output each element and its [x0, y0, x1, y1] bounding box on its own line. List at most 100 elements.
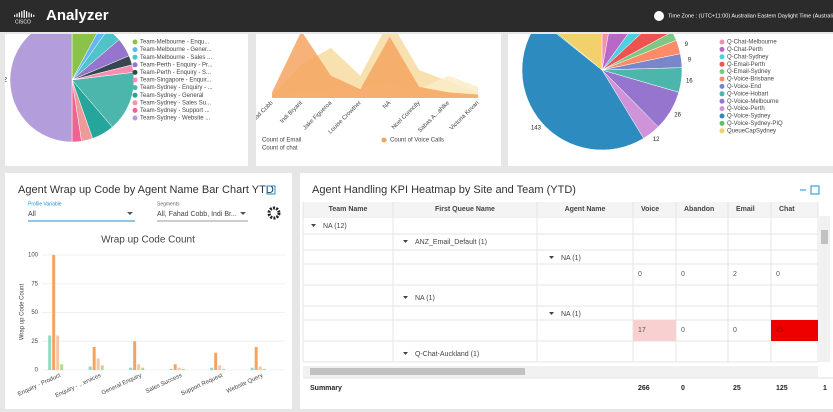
gear-icon[interactable]: [267, 206, 281, 220]
y-tick-label: 50: [31, 310, 38, 316]
y-tick-label: 75: [31, 281, 38, 287]
field-value[interactable]: All, Fahad Cobb, Indi Br...: [157, 211, 237, 218]
legend-item: Q-Voice-Melbourne: [727, 99, 779, 105]
legend-dot: [132, 92, 138, 98]
pie-slice: [601, 34, 629, 71]
bar: [56, 335, 60, 370]
expand-caret[interactable]: [549, 256, 554, 259]
cell-value: 17: [638, 327, 646, 334]
column-header: Abandon: [684, 206, 714, 213]
column-header: First Queue Name: [435, 206, 495, 213]
panel-title: Agent Wrap up Code by Agent Name Bar Cha…: [18, 184, 274, 196]
legend-dot: [719, 83, 725, 89]
legend-item: Q-Voice-Sydney: [727, 114, 770, 120]
heat-cell: [633, 320, 676, 341]
column-header: Email: [736, 206, 755, 213]
expand-caret[interactable]: [403, 240, 408, 243]
legend-item: Team-Sydney - General: [140, 93, 203, 99]
v-scrollbar: [819, 216, 830, 362]
cell-value: 0: [733, 327, 737, 334]
bar: [100, 365, 104, 370]
chart-title: Wrap up Code Count: [101, 235, 195, 246]
pie-slice: [558, 34, 603, 71]
group-label: NA (1): [561, 255, 581, 262]
legend-item: Team-Melbourne - Sales ...: [140, 55, 212, 61]
summary-value: Summary: [310, 385, 342, 392]
expand-caret[interactable]: [403, 296, 408, 299]
bar: [129, 367, 133, 370]
legend-item: Team-Perth - Enquiry - Pr...: [140, 62, 213, 68]
panel: [5, 173, 292, 409]
bar: [60, 364, 64, 370]
expand-caret[interactable]: [403, 352, 408, 355]
legend-dot: [132, 69, 138, 75]
bar: [96, 358, 100, 370]
slice-label: 143: [531, 126, 542, 132]
panel-content: 16102Team-Melbourne - Enqu...Team-Melbou…: [5, 34, 213, 143]
legend-item: Q-Voice-Hobart: [727, 91, 769, 97]
legend-item: Q-Voice-Brisbane: [727, 77, 775, 83]
time-zone: Time Zone : (UTC+11:00) Australian Easte…: [668, 13, 833, 19]
bar: [262, 368, 266, 370]
group-label: NA (1): [415, 295, 435, 302]
heat-cell: [771, 320, 818, 341]
legend-dot: [132, 62, 138, 68]
bar: [214, 352, 218, 370]
column-header: Chat: [779, 206, 795, 213]
summary-value: 125: [776, 385, 788, 392]
bar: [177, 367, 181, 370]
pie-slice: [9, 34, 73, 143]
bar: [88, 366, 92, 370]
expand-icon[interactable]: [266, 185, 276, 195]
cell-value: 2: [733, 271, 737, 278]
legend-dot: [381, 137, 387, 143]
bar: [258, 366, 262, 370]
legend-dot: [132, 54, 138, 60]
legend-dot: [719, 128, 725, 134]
bar: [181, 368, 185, 370]
legend-item: Count of Voice Calls: [390, 138, 444, 144]
v-thumb[interactable]: [821, 230, 828, 244]
legend-dot: [719, 113, 725, 119]
h-thumb[interactable]: [310, 368, 525, 375]
summary-value: 266: [638, 385, 650, 392]
logo-bar: [30, 13, 32, 18]
legend-dot: [719, 98, 725, 104]
bar: [48, 335, 52, 370]
field-value[interactable]: All: [28, 211, 36, 218]
bar: [250, 367, 254, 370]
bar: [173, 364, 177, 370]
bar: [141, 367, 145, 370]
slice-label: 26: [674, 113, 681, 119]
legend-item: Count of Email: [262, 138, 301, 144]
legend-item: Team-Sydney - Sales Su...: [140, 100, 211, 106]
legend-dot: [719, 54, 725, 60]
logo-bar: [23, 10, 25, 18]
group-label: NA (1): [561, 311, 581, 318]
panel-content: 92310136991626121431Q-Chat-MelbourneQ-Ch…: [521, 34, 783, 151]
legend-dot: [132, 39, 138, 45]
group-label: NA (12): [323, 223, 347, 230]
column-header: Agent Name: [565, 206, 606, 213]
logo-bar: [21, 11, 23, 18]
y-axis-label: Wrap up Code Count: [20, 284, 26, 341]
legend-item: Team-Melbourne - Gener...: [140, 47, 212, 53]
summary-value: 25: [733, 385, 741, 392]
cell-value: 45: [776, 327, 784, 334]
legend-item: Q-Chat-Melbourne: [727, 40, 777, 46]
field-label: Segments: [157, 201, 180, 207]
logo-bar: [28, 12, 30, 18]
legend-item: Team-Sydney - Support ...: [140, 108, 210, 114]
expand-caret[interactable]: [311, 224, 316, 227]
cell-value: 0: [638, 271, 642, 278]
slice-label: 16: [686, 79, 693, 85]
legend-dot: [132, 107, 138, 113]
expand-icon[interactable]: [810, 185, 820, 195]
legend-item: QueueCapSydney: [727, 128, 776, 134]
legend-dot: [719, 46, 725, 52]
y-tick-label: 100: [28, 253, 39, 259]
field-label: Profile Variable: [28, 201, 62, 207]
logo-bar: [14, 14, 16, 17]
logo-bar: [33, 14, 35, 17]
expand-caret[interactable]: [549, 312, 554, 315]
